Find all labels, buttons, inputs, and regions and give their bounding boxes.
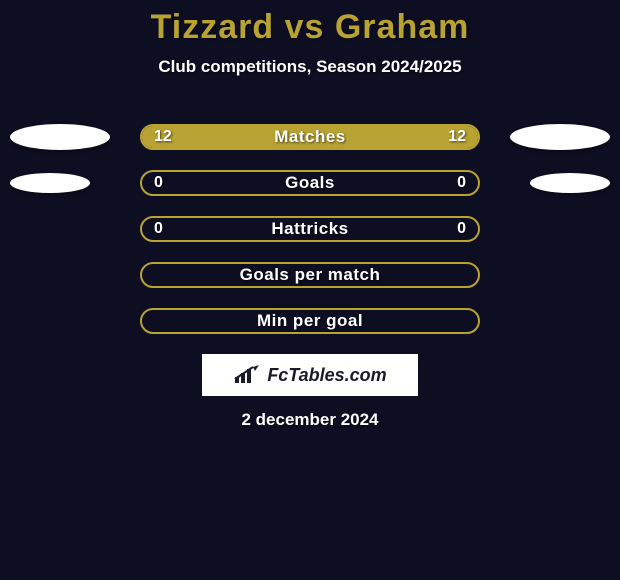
- stat-bar: 00Goals: [140, 170, 480, 196]
- stat-row: 00Hattricks: [0, 216, 620, 242]
- chart-icon: [233, 365, 261, 385]
- player-badge-left: [10, 173, 90, 193]
- stat-label: Hattricks: [142, 218, 478, 240]
- comparison-canvas: Tizzard vs Graham Club competitions, Sea…: [0, 0, 620, 580]
- player-badge-right: [530, 173, 610, 193]
- stat-label: Min per goal: [142, 310, 478, 332]
- player-badge-left: [10, 124, 110, 150]
- stat-label: Goals: [142, 172, 478, 194]
- player-badge-right: [510, 124, 610, 150]
- stat-bar: 00Hattricks: [140, 216, 480, 242]
- page-title: Tizzard vs Graham: [0, 0, 620, 47]
- subtitle: Club competitions, Season 2024/2025: [0, 57, 620, 77]
- stat-row: 1212Matches: [0, 124, 620, 150]
- stat-row: 00Goals: [0, 170, 620, 196]
- stat-bar: 1212Matches: [140, 124, 480, 150]
- stat-label: Matches: [142, 126, 478, 148]
- stat-label: Goals per match: [142, 264, 478, 286]
- date-label: 2 december 2024: [0, 410, 620, 430]
- stat-bar: Goals per match: [140, 262, 480, 288]
- stat-bar: Min per goal: [140, 308, 480, 334]
- logo-text: FcTables.com: [267, 365, 386, 386]
- stat-row: Min per goal: [0, 308, 620, 334]
- logo-box[interactable]: FcTables.com: [202, 354, 418, 396]
- stat-rows: 1212Matches 00Goals 00Hattricks Goals per m…: [0, 124, 620, 354]
- stat-row: Goals per match: [0, 262, 620, 288]
